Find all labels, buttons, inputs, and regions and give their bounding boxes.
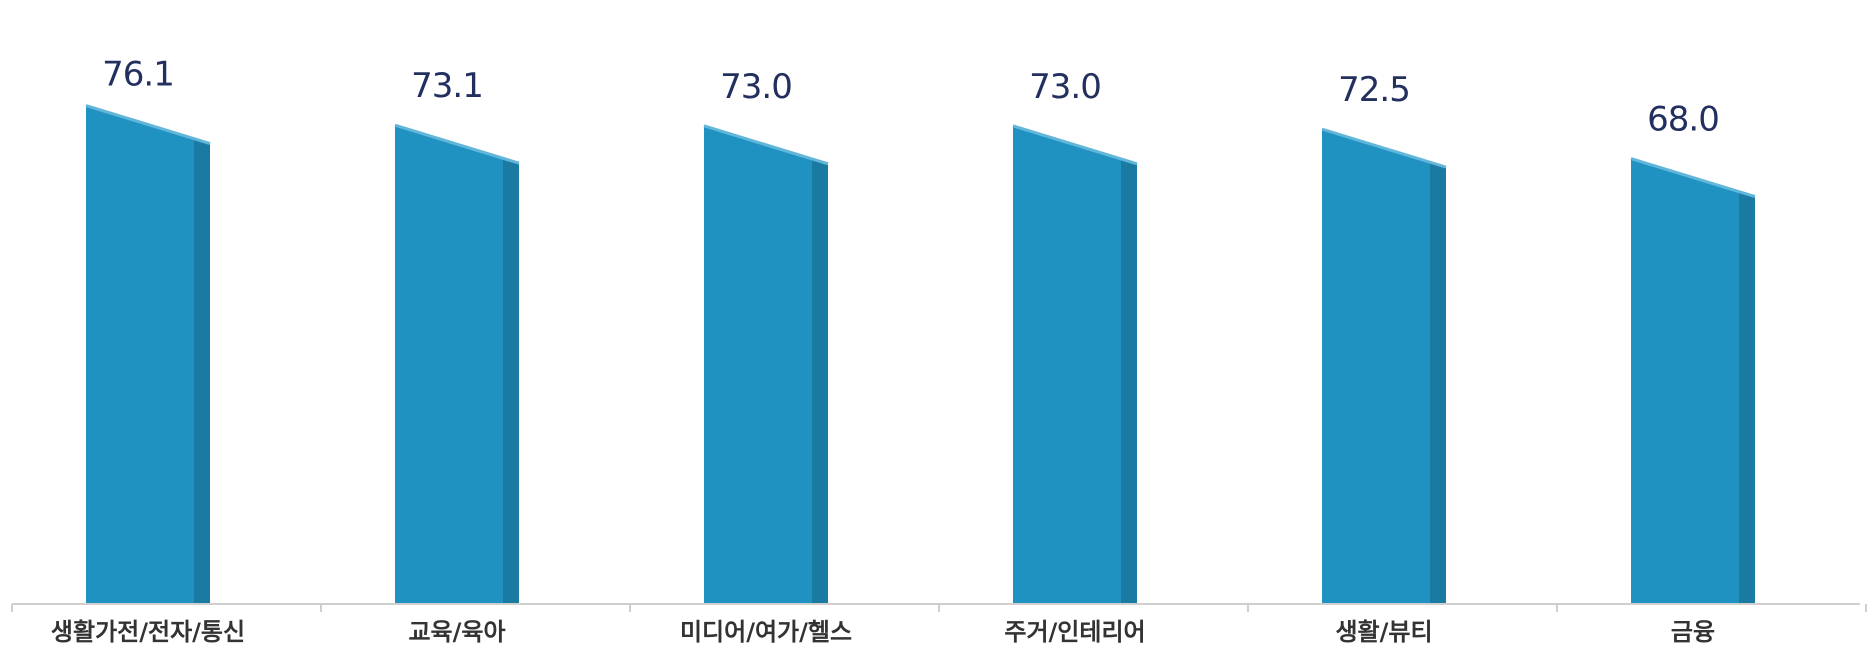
data-label: 76.1 (102, 55, 174, 95)
bar-top-edge (703, 124, 829, 166)
category-label: 미디어/여가/헬스 (680, 618, 852, 646)
bar (703, 124, 829, 604)
bar (85, 104, 211, 605)
data-label: 73.0 (720, 67, 792, 107)
bars-layer (85, 104, 1756, 605)
labels-layer: 76.1 생활가전/전자/통신 73.1 교육/육아 73.0 미디어/여가/헬스 73.0… (51, 55, 1720, 646)
category-label: 교육/육아 (408, 618, 505, 646)
data-label: 73.1 (411, 66, 483, 106)
bar-face (704, 125, 812, 604)
bar-top-edge (1321, 127, 1447, 169)
bar-face (1631, 158, 1739, 604)
bar-side (1430, 162, 1446, 604)
data-label: 72.5 (1338, 70, 1410, 110)
x-axis (11, 603, 1867, 612)
bar-side (194, 138, 210, 604)
bar (1012, 124, 1138, 604)
bar (394, 123, 520, 604)
category-label: 금융 (1671, 618, 1715, 646)
bar-top-edge (1630, 157, 1756, 199)
bar-top-edge (1012, 124, 1138, 166)
bar (1630, 157, 1756, 604)
category-label: 주거/인테리어 (1004, 618, 1145, 646)
bar-face (1013, 125, 1121, 604)
bar-top-edge (85, 104, 211, 145)
bar-face (1322, 129, 1430, 604)
bar-top-edge (394, 123, 520, 165)
bar-side (812, 158, 828, 604)
bar-side (503, 158, 519, 604)
bar-face (86, 105, 194, 605)
data-label: 73.0 (1029, 67, 1101, 107)
category-label: 생활가전/전자/통신 (51, 618, 245, 646)
category-label: 생활/뷰티 (1335, 618, 1432, 646)
bar (1321, 127, 1447, 604)
bar-side (1739, 191, 1755, 604)
data-label: 68.0 (1647, 100, 1719, 140)
bar-side (1121, 158, 1137, 604)
bar-face (395, 125, 503, 604)
